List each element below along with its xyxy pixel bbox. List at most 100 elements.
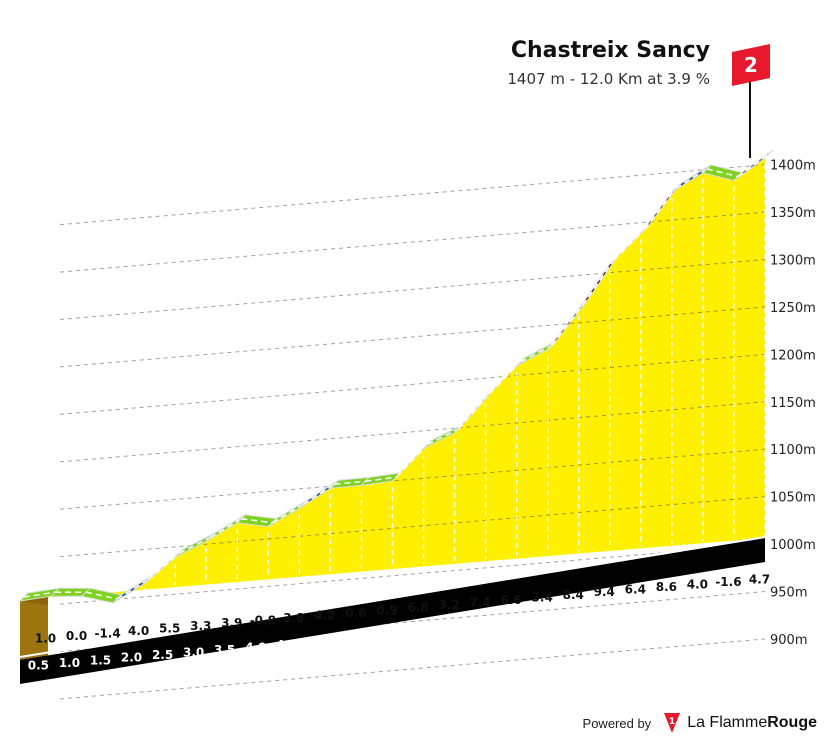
centerline bbox=[209, 518, 242, 539]
gradient-label: 8.6 bbox=[656, 580, 677, 594]
elevation-gridline bbox=[59, 448, 766, 510]
gradient-label: -1.4 bbox=[94, 627, 120, 641]
elevation-tick-label: 1250m bbox=[770, 301, 816, 316]
distance-tick-label: 0.5 bbox=[28, 658, 49, 672]
left-side-face-front bbox=[20, 601, 48, 664]
distance-tick-label: 6.5 bbox=[400, 627, 421, 641]
gradient-label: -0.8 bbox=[250, 614, 276, 628]
gradient-label: 4.0 bbox=[687, 577, 708, 591]
centerline bbox=[395, 443, 429, 478]
gradient-label: 4.7 bbox=[749, 572, 770, 586]
elevation-tick-label: 1050m bbox=[770, 491, 816, 506]
powered-by-label: Powered by bbox=[582, 715, 652, 731]
elevation-gridline bbox=[59, 401, 766, 463]
distance-tick-label: 7.0 bbox=[431, 625, 452, 639]
gradient-label: 5.5 bbox=[159, 621, 180, 635]
distance-tick-label: 7.5 bbox=[462, 622, 483, 636]
distance-tick-label: 10.0 bbox=[609, 609, 639, 623]
centerline bbox=[271, 503, 304, 524]
elevation-gridline bbox=[59, 306, 766, 368]
gradient-label: 1.0 bbox=[35, 632, 56, 646]
distance-tick-label: 8.5 bbox=[524, 617, 545, 631]
brand-name[interactable]: La FlammeRouge bbox=[687, 714, 817, 731]
centerline bbox=[147, 552, 180, 581]
gradient-label: 0.9 bbox=[376, 603, 397, 617]
elevation-gridline bbox=[59, 211, 766, 273]
centerline bbox=[675, 168, 708, 189]
centerline bbox=[334, 480, 366, 485]
distance-tick-label: 1.0 bbox=[59, 656, 80, 670]
gradient-label: 3.2 bbox=[438, 598, 459, 612]
distance-tick-label: 5.0 bbox=[307, 635, 328, 649]
label-layer: 1.0 0.0 -1.4 4.0 5.5 3.3 3.9 -0.8 3.8 4.2 0.6 0.9 6.… bbox=[28, 159, 816, 673]
gradient-label: 4.0 bbox=[128, 624, 149, 638]
gradient-label: 3.9 bbox=[221, 616, 242, 630]
elevation-gridline bbox=[59, 496, 766, 558]
gradient-label: -1.6 bbox=[715, 575, 741, 589]
distance-tick-label: 5.5 bbox=[338, 633, 359, 647]
gridline-layer bbox=[50, 164, 766, 700]
climb-category: 2 bbox=[744, 53, 758, 77]
distance-tick-label: 11.5 bbox=[702, 602, 732, 616]
gradient-label: 9.4 bbox=[594, 585, 615, 599]
centerline bbox=[489, 361, 522, 395]
distance-tick-label: 9.5 bbox=[587, 612, 608, 626]
distance-tick-label: 4.5 bbox=[276, 638, 297, 652]
band-edge bbox=[20, 536, 765, 658]
centerline bbox=[302, 483, 335, 505]
elevation-tick-label: 1300m bbox=[770, 254, 816, 269]
gradient-label: 4.2 bbox=[314, 608, 335, 622]
gradient-label: 6.8 bbox=[407, 601, 428, 615]
distance-tick-label: 2.5 bbox=[152, 648, 173, 662]
gradient-label: 0.0 bbox=[66, 629, 87, 643]
elevation-tick-label: 1000m bbox=[770, 538, 816, 553]
centerline bbox=[365, 476, 397, 483]
distance-tick-label: 12.0 bbox=[733, 599, 763, 613]
profile-fill bbox=[20, 158, 765, 603]
centerline bbox=[520, 344, 553, 363]
elevation-tick-label: 1100m bbox=[770, 443, 816, 458]
elevation-tick-label: 1200m bbox=[770, 348, 816, 363]
centerline bbox=[23, 591, 56, 598]
category-flag-icon bbox=[732, 44, 770, 86]
elevation-gridline bbox=[59, 638, 766, 700]
distance-tick-label: 3.5 bbox=[214, 643, 235, 657]
centerline bbox=[427, 428, 459, 446]
gradient-label: 3.3 bbox=[190, 619, 211, 633]
distance-tick-label: 3.0 bbox=[183, 646, 204, 660]
elevation-gridline bbox=[59, 591, 766, 653]
centerline bbox=[582, 259, 615, 306]
centerline bbox=[737, 153, 770, 178]
centerline bbox=[613, 228, 646, 261]
elevation-tick-label: 1150m bbox=[770, 396, 816, 411]
centerline bbox=[116, 579, 149, 600]
distance-tick-label: 8.0 bbox=[493, 620, 514, 634]
centerline bbox=[241, 518, 273, 524]
elevation-tick-label: 1350m bbox=[770, 206, 816, 221]
footer-credit: Powered by 1 La FlammeRouge bbox=[583, 712, 817, 734]
distance-band bbox=[20, 538, 765, 684]
gradient-label: 6.4 bbox=[625, 583, 646, 597]
gradient-label: 8.4 bbox=[563, 588, 584, 602]
gradient-label: 6.6 bbox=[501, 593, 522, 607]
centerline bbox=[178, 536, 211, 554]
gradient-segment-layer bbox=[18, 149, 774, 604]
distance-tick-label: 1.5 bbox=[90, 653, 111, 667]
distance-tick-label: 11.0 bbox=[671, 604, 701, 618]
distance-tick-label: 2.0 bbox=[121, 651, 142, 665]
elevation-tick-label: 950m bbox=[770, 586, 807, 601]
gradient-label: 3.8 bbox=[283, 611, 304, 625]
centerline bbox=[644, 187, 677, 230]
elevation-gridline bbox=[59, 259, 766, 320]
flame-logo-icon[interactable]: 1 bbox=[663, 712, 681, 734]
centerline bbox=[551, 304, 584, 346]
climb-title: Chastreix Sancy bbox=[510, 38, 710, 63]
distance-tick-label: 9.0 bbox=[555, 615, 576, 629]
distance-band-layer bbox=[20, 536, 765, 684]
gradient-label: 3.4 bbox=[532, 590, 553, 604]
climb-subtitle: 1407 m - 12.0 Km at 3.9 % bbox=[507, 70, 710, 88]
summit-flag: 2 bbox=[732, 44, 770, 158]
centerline bbox=[706, 168, 739, 178]
distance-tick-label: 10.5 bbox=[640, 607, 670, 621]
